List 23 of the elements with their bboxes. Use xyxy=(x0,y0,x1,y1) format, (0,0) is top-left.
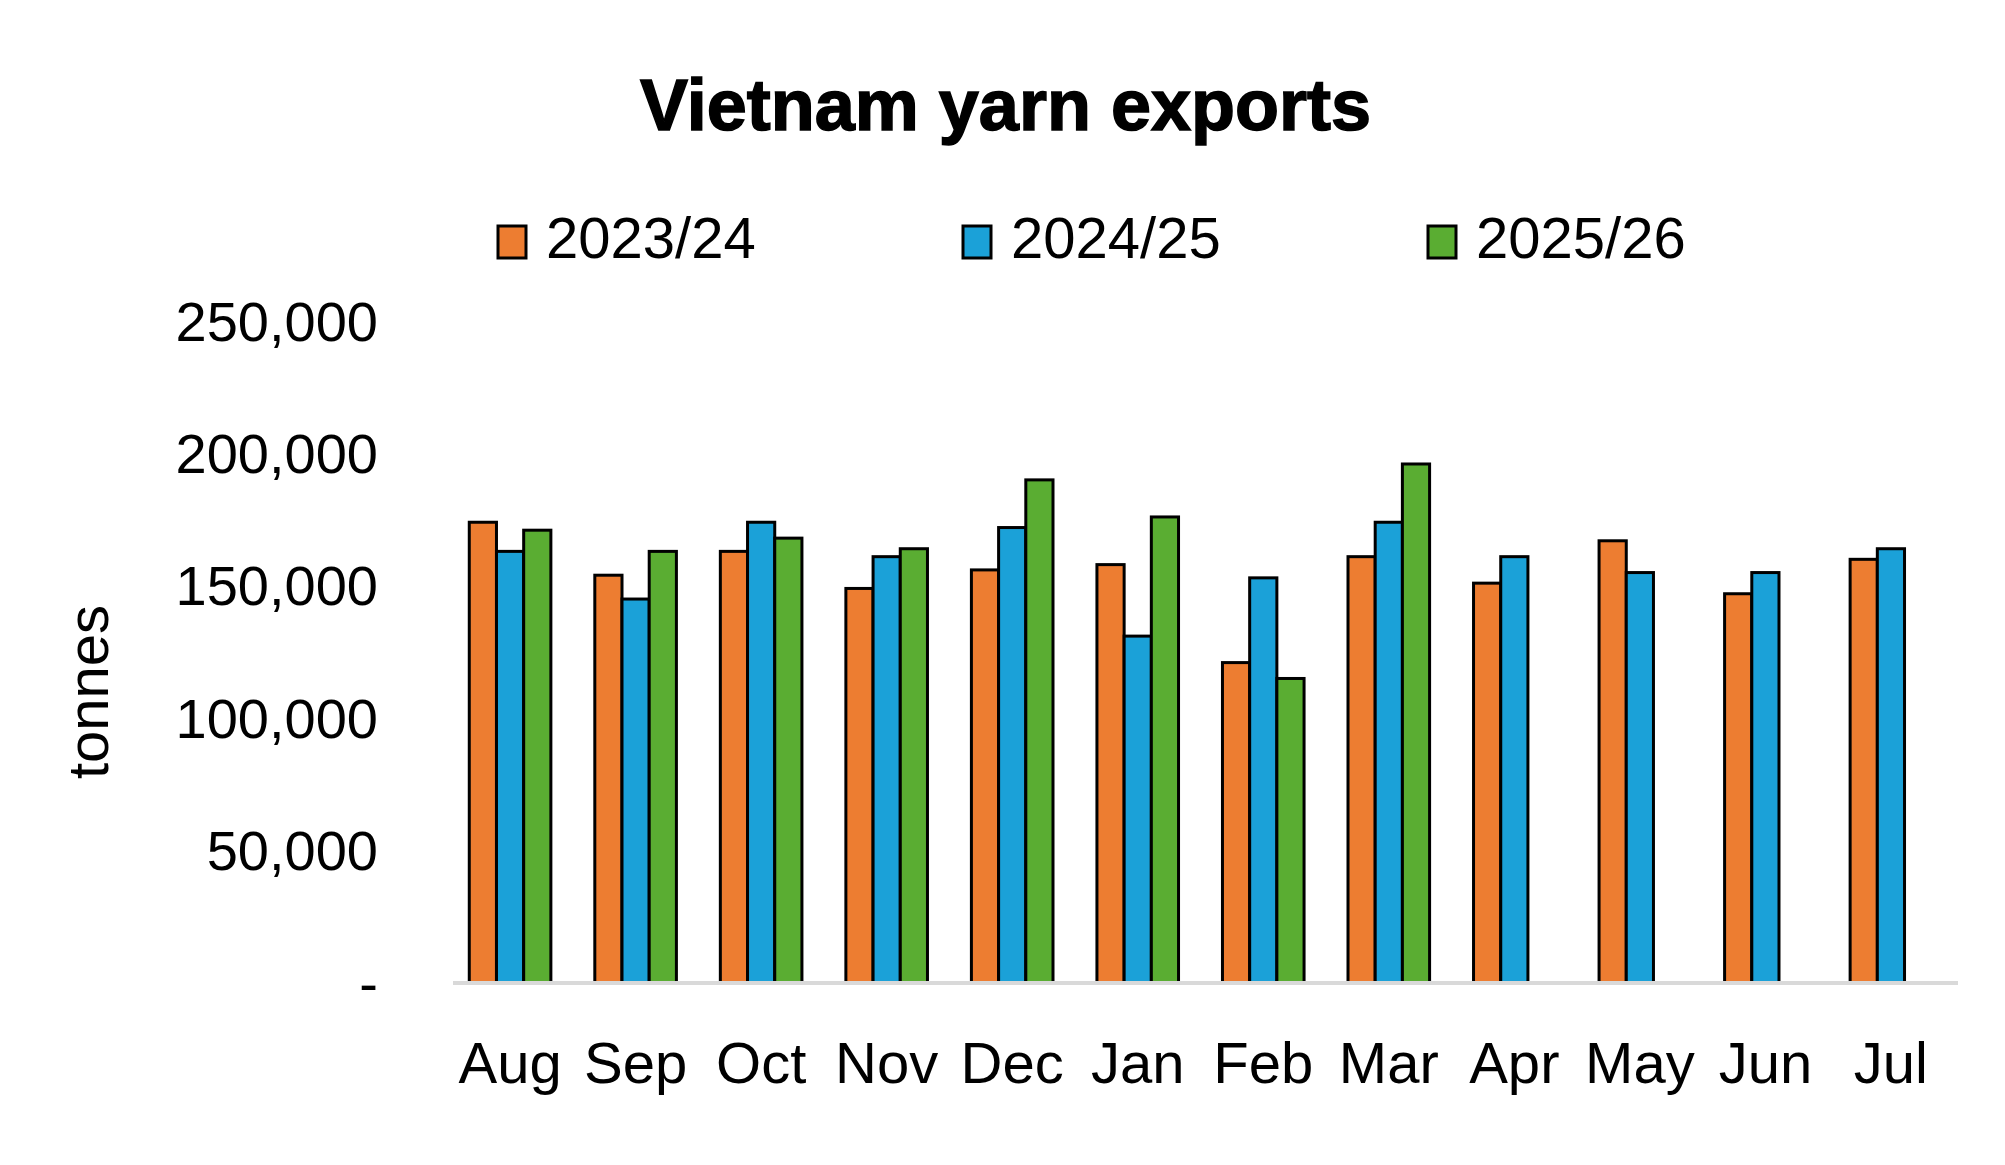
y-tick-label: 50,000 xyxy=(206,819,378,883)
y-axis-title: tonnes xyxy=(55,604,120,780)
x-tick-label: Jun xyxy=(1718,1030,1813,1095)
x-tick-label: Nov xyxy=(835,1030,939,1095)
x-tick-label: Jan xyxy=(1090,1030,1185,1095)
chart-title: Vietnam yarn exports xyxy=(640,65,1371,145)
y-tick-label: 150,000 xyxy=(175,554,378,618)
legend-label: 2024/25 xyxy=(1011,205,1221,270)
y-tick-label: 100,000 xyxy=(175,686,378,750)
y-tick-label: - xyxy=(359,951,378,1015)
y-tick-label: 200,000 xyxy=(175,422,378,485)
x-tick-label: Jul xyxy=(1853,1030,1928,1095)
x-tick-label: May xyxy=(1585,1030,1695,1095)
x-tick-label: Feb xyxy=(1213,1030,1314,1095)
x-tick-label: Oct xyxy=(716,1030,807,1095)
legend-label: 2023/24 xyxy=(546,205,756,270)
y-tick-label: 250,000 xyxy=(175,289,378,353)
x-tick-label: Mar xyxy=(1338,1030,1439,1095)
x-tick-label: Apr xyxy=(1469,1030,1560,1095)
legend-label: 2025/26 xyxy=(1476,205,1686,270)
x-tick-label: Dec xyxy=(960,1030,1064,1095)
x-tick-label: Sep xyxy=(584,1030,688,1095)
x-tick-label: Aug xyxy=(458,1030,562,1095)
